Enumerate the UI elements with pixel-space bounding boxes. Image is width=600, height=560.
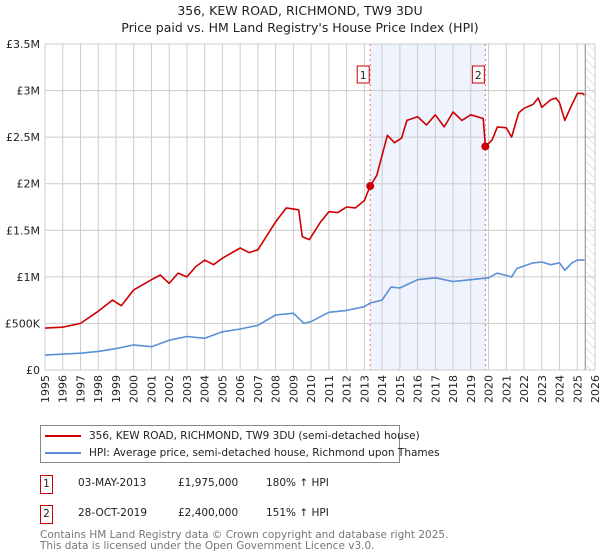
x-tick-label: 2017 (429, 375, 442, 403)
x-tick-label: 2022 (518, 375, 531, 403)
sale-badge-box (471, 65, 485, 84)
x-tick-label: 2013 (358, 375, 371, 403)
sale-date: 03-MAY-2013 (78, 477, 147, 489)
sale-hpi: 151% ↑ HPI (266, 507, 329, 519)
forecast-hatch (585, 44, 595, 370)
sale-price: £1,975,000 (178, 477, 239, 489)
x-tick-label: 2004 (199, 375, 212, 403)
footer: Contains HM Land Registry data © Crown c… (40, 530, 448, 552)
x-tick-label: 2006 (234, 375, 247, 403)
sale-badge-box (356, 65, 370, 84)
y-tick-label: £1.5M (6, 224, 40, 237)
sale-point (481, 142, 490, 151)
legend-item-price: 356, KEW ROAD, RICHMOND, TW9 3DU (semi-d… (45, 430, 420, 442)
x-tick-label: 2021 (500, 375, 513, 403)
legend-item-hpi: HPI: Average price, semi-detached house,… (45, 447, 440, 459)
plot-area: 1995 1996 1997 1998 1999 2000 2001 2002 2003 2004… (5, 38, 600, 403)
x-tick-label: 2007 (252, 375, 265, 403)
sale-badge-label: 2 (475, 70, 482, 82)
chart-title: 356, KEW ROAD, RICHMOND, TW9 3DU (177, 3, 423, 18)
sale-badge: 2 (40, 505, 53, 524)
x-tick-label: 2000 (128, 375, 141, 403)
sale-point (366, 182, 375, 191)
x-tick-label: 2003 (181, 375, 194, 403)
sale-hpi: 180% ↑ HPI (266, 477, 329, 489)
x-tick-label: 2020 (483, 375, 496, 403)
sale-price: £2,400,000 (178, 507, 239, 519)
x-tick-label: 2026 (589, 375, 600, 403)
y-tick-label: £1M (17, 271, 41, 284)
x-tick-label: 2016 (412, 375, 425, 403)
x-tick-label: 2008 (270, 375, 283, 403)
legend-swatch-red (45, 435, 81, 437)
x-tick-label: 2019 (465, 375, 478, 403)
x-tick-label: 2024 (554, 375, 567, 403)
sale-badge: 1 (40, 475, 53, 494)
y-tick-label: £500K (5, 317, 41, 330)
x-tick-label: 2018 (447, 375, 460, 403)
footer-line-1: Contains HM Land Registry data © Crown c… (40, 529, 449, 541)
sale-row-1: 1 03-MAY-2013 £1,975,000 180% ↑ HPI (40, 475, 600, 495)
y-tick-label: £3M (17, 85, 41, 98)
legend: 356, KEW ROAD, RICHMOND, TW9 3DU (semi-d… (40, 425, 440, 463)
legend-label-price: 356, KEW ROAD, RICHMOND, TW9 3DU (semi-d… (89, 430, 420, 442)
chart-subtitle: Price paid vs. HM Land Registry's House … (121, 20, 479, 35)
x-tick-label: 2023 (536, 375, 549, 403)
y-tick-label: £0 (26, 364, 40, 377)
hpi-line (44, 259, 585, 356)
x-tick-label: 2009 (287, 375, 300, 403)
footer-line-2: This data is licensed under the Open Gov… (40, 540, 375, 552)
x-tick-label: 2001 (145, 375, 158, 403)
y-tick-label: £3.5M (6, 38, 40, 51)
x-tick-label: 1997 (74, 375, 87, 403)
x-tick-label: 2011 (323, 375, 336, 403)
x-tick-label: 2010 (305, 375, 318, 403)
y-tick-label: £2.5M (6, 131, 40, 144)
x-tick-label: 1996 (57, 375, 70, 403)
x-tick-label: 1999 (110, 375, 123, 403)
sale-row-2: 2 28-OCT-2019 £2,400,000 151% ↑ HPI (40, 505, 600, 525)
x-tick-label: 1995 (39, 375, 52, 403)
x-tick-label: 2014 (376, 375, 389, 403)
sale-badge-label: 1 (360, 70, 367, 82)
legend-swatch-blue (45, 452, 81, 454)
x-tick-label: 2015 (394, 375, 407, 403)
x-tick-label: 1998 (92, 375, 105, 403)
sale-date: 28-OCT-2019 (78, 507, 147, 519)
x-tick-label: 2025 (571, 375, 584, 403)
sale-period-shading (370, 44, 486, 370)
y-tick-label: £2M (17, 178, 41, 191)
price-line (44, 92, 585, 329)
legend-label-hpi: HPI: Average price, semi-detached house,… (89, 447, 440, 459)
x-tick-label: 2005 (216, 375, 229, 403)
x-tick-label: 2012 (341, 375, 354, 403)
x-tick-label: 2002 (163, 375, 176, 403)
